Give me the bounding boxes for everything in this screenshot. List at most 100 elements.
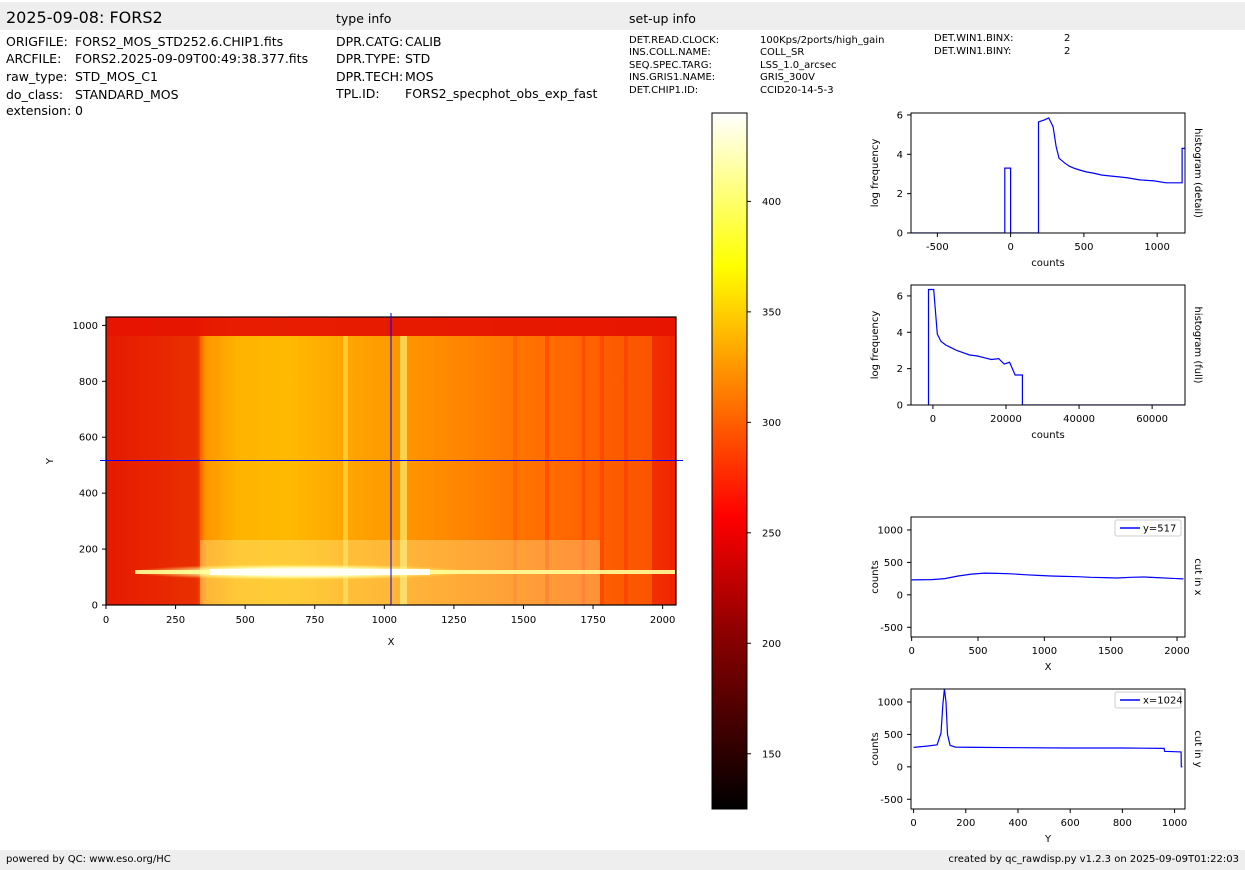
- colorbar-tick-label: 300: [762, 418, 781, 429]
- y-tick-label: 600: [79, 433, 98, 444]
- setup-info-value: 2: [1064, 46, 1071, 57]
- x-tick-label: 1750: [580, 615, 605, 626]
- x-tick-label: 2000: [650, 615, 675, 626]
- colorbar-tick-label: 250: [762, 528, 781, 539]
- setup-info-key: SEQ.SPEC.TARG:: [629, 60, 712, 71]
- colorbar-tick-label: 350: [762, 307, 781, 318]
- panel-frame: [910, 112, 1186, 234]
- type-info-key: DPR.TYPE:: [336, 51, 401, 66]
- x-tick-label: 40000: [1063, 414, 1095, 425]
- colorbar-tick-label: 150: [762, 749, 781, 760]
- setup-info-value: CCID20-14-5-3: [760, 85, 834, 96]
- y-tick-label: 6: [897, 291, 903, 302]
- panel-frame: [910, 688, 1186, 810]
- image-axes: 0 250 500 750 1000 1250 1500 1750 2000 0 200 400 600…: [45, 321, 675, 648]
- setup-info-value: 100Kps/2ports/high_gain: [760, 35, 885, 46]
- x-axis-label: X: [388, 637, 395, 648]
- series-line: [913, 689, 1183, 768]
- y-tick-label: 200: [79, 545, 98, 556]
- y-axis-label: log frequency: [870, 139, 881, 208]
- type-info-value: FORS2_specphot_obs_exp_fast: [405, 86, 598, 101]
- file-info-value: FORS2_MOS_STD252.6.CHIP1.fits: [75, 34, 284, 49]
- x-axis-label: Y: [1044, 834, 1052, 845]
- x-tick-label: 1000: [1144, 242, 1169, 253]
- setup-info-value: LSS_1.0_arcsec: [760, 60, 837, 71]
- colorbar-tick-label: 200: [762, 639, 781, 650]
- setup-info-key: DET.READ.CLOCK:: [629, 35, 720, 46]
- side-label: histogram (detail): [1192, 128, 1203, 218]
- y-axis-label: log frequency: [870, 311, 881, 380]
- type-info-value: CALIB: [405, 34, 442, 49]
- file-info-key: ORIGFILE:: [6, 34, 68, 49]
- colorbar-tick-label: 400: [762, 197, 781, 208]
- y-tick-label: 800: [79, 377, 98, 388]
- y-tick-label: 0: [897, 229, 903, 240]
- x-tick-label: 500: [1074, 242, 1093, 253]
- file-info-value: FORS2.2025-09-09T00:49:38.377.fits: [75, 51, 309, 66]
- y-axis-label: counts: [870, 732, 881, 765]
- setup-info-key: DET.CHIP1.ID:: [629, 85, 699, 96]
- colorbar: [711, 112, 748, 810]
- type-info-key: DPR.TECH:: [336, 69, 404, 84]
- file-info-value: 0: [75, 103, 83, 118]
- setup-info-value: 2: [1064, 33, 1071, 44]
- legend-label: x=1024: [1143, 696, 1183, 707]
- colorbar-axis: 150 200 250 300 350 400: [747, 197, 781, 760]
- x-tick-label: 400: [1008, 818, 1027, 829]
- side-label: cut in y: [1192, 730, 1203, 767]
- legend-box: [1114, 519, 1182, 537]
- setup-info-label: set-up info: [629, 11, 696, 26]
- x-tick-label: 20000: [990, 414, 1022, 425]
- histogram-full-panel: 0 20000 40000 60000 0 2 4 6 counts log frequency h…: [870, 284, 1203, 441]
- x-tick-label: 0: [1007, 242, 1013, 253]
- y-tick-label: 4: [897, 328, 903, 339]
- y-tick-label: 1000: [878, 525, 903, 536]
- y-tick-label: 0: [897, 590, 903, 601]
- x-axis-label: counts: [1031, 258, 1064, 269]
- setup-info-key: DET.WIN1.BINY:: [934, 46, 1012, 57]
- type-info-key: DPR.CATG:: [336, 34, 404, 49]
- side-label: cut in x: [1192, 558, 1203, 595]
- footer-created: created by qc_rawdisp.py v1.2.3 on 2025-…: [948, 854, 1239, 865]
- file-info-value: STD_MOS_C1: [75, 69, 158, 84]
- type-info-value: STD: [405, 51, 431, 66]
- y-tick-label: 500: [884, 558, 903, 569]
- x-tick-label: 1250: [441, 615, 466, 626]
- y-tick-label: -500: [880, 623, 903, 634]
- y-tick-label: 4: [897, 150, 903, 161]
- x-tick-label: 1000: [372, 615, 397, 626]
- y-axis-label: counts: [870, 560, 881, 593]
- x-tick-label: 60000: [1136, 414, 1168, 425]
- file-info-value: STANDARD_MOS: [75, 87, 179, 102]
- histogram-detail-panel: -500 0 500 1000 0 2 4 6 counts log frequency histo…: [870, 110, 1203, 269]
- page-title: 2025-09-08: FORS2: [6, 8, 163, 27]
- x-tick-label: 0: [910, 818, 916, 829]
- x-tick-label: 1500: [511, 615, 536, 626]
- setup-info-value: GRIS_300V: [760, 72, 815, 83]
- x-tick-label: 0: [908, 646, 914, 657]
- series-line: [911, 572, 1184, 581]
- setup-info-value: COLL_SR: [760, 47, 805, 58]
- x-axis-label: X: [1045, 662, 1052, 673]
- setup-info-key: INS.COLL.NAME:: [629, 47, 711, 58]
- x-tick-label: 200: [956, 818, 975, 829]
- legend-box: [1114, 691, 1182, 709]
- x-tick-label: 250: [166, 615, 185, 626]
- y-tick-label: -500: [880, 795, 903, 806]
- x-tick-label: -500: [926, 242, 949, 253]
- x-tick-label: 1000: [1162, 818, 1187, 829]
- y-axis-label: Y: [45, 457, 56, 465]
- footer-bar: [0, 850, 1245, 870]
- x-tick-label: 0: [103, 615, 109, 626]
- y-tick-label: 1000: [73, 321, 98, 332]
- y-tick-label: 0: [897, 401, 903, 412]
- panel-frame: [910, 516, 1186, 638]
- type-info-key: TPL.ID:: [336, 86, 380, 101]
- x-tick-label: 2000: [1164, 646, 1189, 657]
- x-tick-label: 750: [305, 615, 324, 626]
- x-tick-label: 800: [1113, 818, 1132, 829]
- y-tick-label: 6: [897, 110, 903, 121]
- x-axis-label: counts: [1031, 430, 1064, 441]
